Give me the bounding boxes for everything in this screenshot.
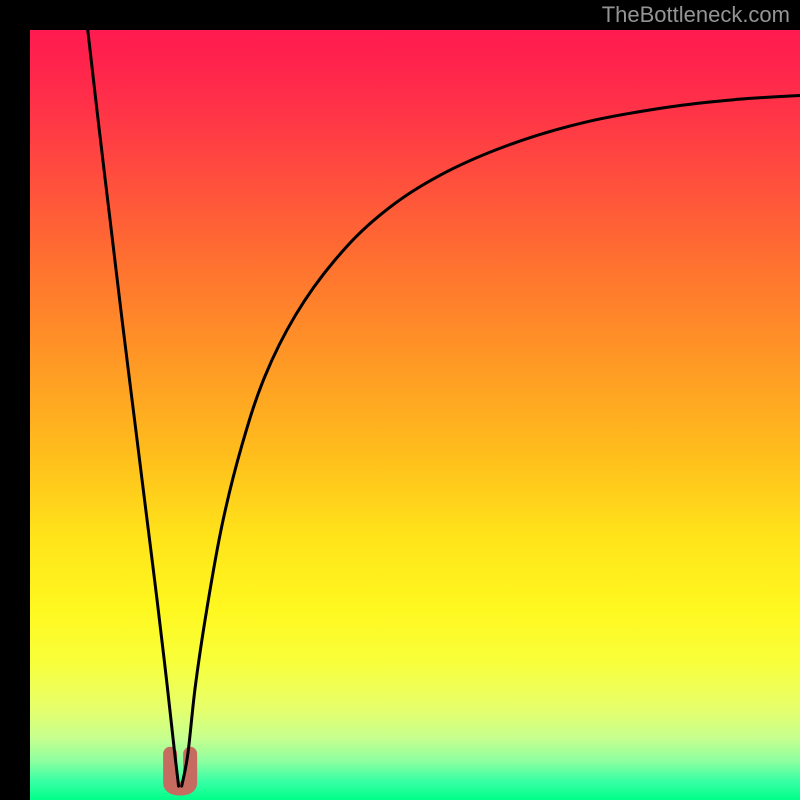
- figure-root: TheBottleneck.com: [0, 0, 800, 800]
- curve-right-branch: [182, 95, 800, 786]
- bottleneck-curve: [30, 30, 800, 800]
- plot-area: [30, 30, 800, 800]
- watermark-text: TheBottleneck.com: [602, 2, 790, 28]
- curve-left-branch: [87, 30, 179, 786]
